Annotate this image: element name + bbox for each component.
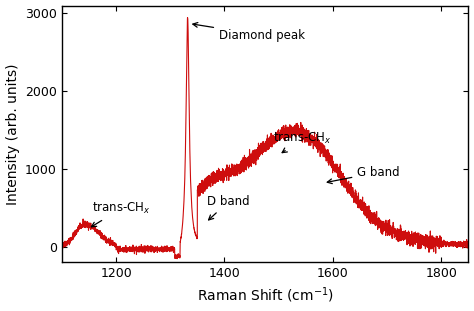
Text: trans-CH$_x$: trans-CH$_x$ [91, 201, 150, 227]
X-axis label: Raman Shift (cm$^{-1}$): Raman Shift (cm$^{-1}$) [197, 286, 334, 305]
Text: G band: G band [327, 166, 400, 183]
Y-axis label: Intensity (arb. units): Intensity (arb. units) [6, 63, 19, 205]
Text: trans-CH$_x$: trans-CH$_x$ [273, 131, 332, 153]
Text: Diamond peak: Diamond peak [193, 22, 305, 42]
Text: D band: D band [207, 195, 250, 220]
